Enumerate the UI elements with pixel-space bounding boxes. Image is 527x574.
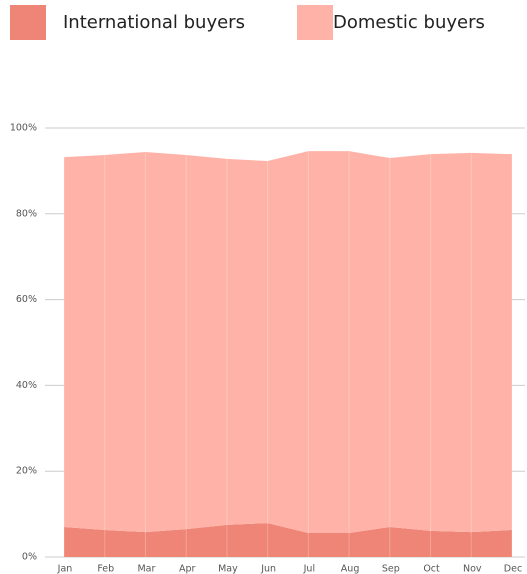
y-tick-label: 20% xyxy=(16,466,37,477)
y-tick-label: 100% xyxy=(10,123,37,134)
y-tick-label: 80% xyxy=(16,208,37,219)
y-tick-label: 0% xyxy=(22,552,37,563)
y-tick-label: 60% xyxy=(16,294,37,305)
legend-swatch xyxy=(297,5,333,40)
x-tick-label: May xyxy=(218,564,238,574)
area xyxy=(64,523,512,557)
legend-label: Domestic buyers xyxy=(333,12,485,33)
x-tick-label: Jan xyxy=(57,564,73,574)
x-tick-label: Sep xyxy=(382,564,400,574)
x-tick-label: Jul xyxy=(303,564,315,574)
legend-swatch xyxy=(10,5,46,40)
legend-label: International buyers xyxy=(63,12,245,33)
x-tick-label: Feb xyxy=(97,564,114,574)
area xyxy=(64,151,512,533)
y-tick-label: 40% xyxy=(16,380,37,391)
x-tick-label: Aug xyxy=(341,564,360,574)
x-tick-label: Nov xyxy=(463,564,482,574)
x-tick-label: Jun xyxy=(260,564,276,574)
x-tick-label: Apr xyxy=(179,564,196,574)
x-tick-label: Dec xyxy=(504,564,522,574)
x-tick-label: Oct xyxy=(423,564,440,574)
x-tick-label: Mar xyxy=(137,564,155,574)
